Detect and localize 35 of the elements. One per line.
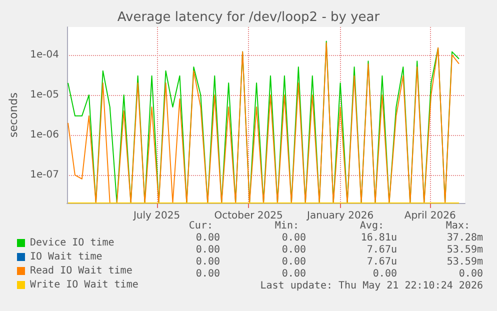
text: 0.00 xyxy=(282,232,306,244)
text: 16.81u xyxy=(360,232,397,244)
text: 53.59m xyxy=(446,256,483,268)
text: 0.00 xyxy=(196,244,220,256)
text: 37.28m xyxy=(446,232,483,244)
legend-label: Device IO time xyxy=(30,238,114,248)
text: 0.00 xyxy=(458,268,483,280)
y-tick-label: 1e-05 xyxy=(30,89,59,100)
text: 0.00 xyxy=(282,244,306,256)
text: 0.00 xyxy=(282,256,306,268)
text: Max: xyxy=(446,220,470,232)
text: 0.00 xyxy=(372,268,397,280)
legend-label: Read IO Wait time xyxy=(30,266,132,276)
text: Cur: xyxy=(188,220,213,232)
text: 0.00 xyxy=(196,256,220,268)
text: Last update: Thu May 21 22:10:24 2026 xyxy=(260,280,483,292)
text: 7.67u xyxy=(366,256,397,268)
x-tick-label: October 2025 xyxy=(214,210,283,222)
x-tick-label: April 2026 xyxy=(404,210,456,222)
y-axis-title: seconds xyxy=(7,92,20,138)
text: Min: xyxy=(274,220,299,232)
text: 0.00 xyxy=(196,232,220,244)
text: Avg: xyxy=(360,220,384,232)
y-tick-label: 1e-04 xyxy=(30,49,59,60)
text: 0.00 xyxy=(196,268,220,280)
legend-label: Write IO Wait time xyxy=(30,280,138,290)
y-tick-label: 1e-06 xyxy=(30,130,59,141)
x-tick-label: July 2025 xyxy=(132,210,180,222)
text: 0.00 xyxy=(282,268,306,280)
text: 7.67u xyxy=(366,244,397,256)
legend-label: IO Wait time xyxy=(30,252,102,262)
x-tick-label: January 2026 xyxy=(306,210,374,222)
y-tick-label: 1e-07 xyxy=(30,170,59,181)
chart-title: Average latency for /dev/loop2 - by year xyxy=(117,10,380,25)
text: 53.59m xyxy=(446,244,483,256)
